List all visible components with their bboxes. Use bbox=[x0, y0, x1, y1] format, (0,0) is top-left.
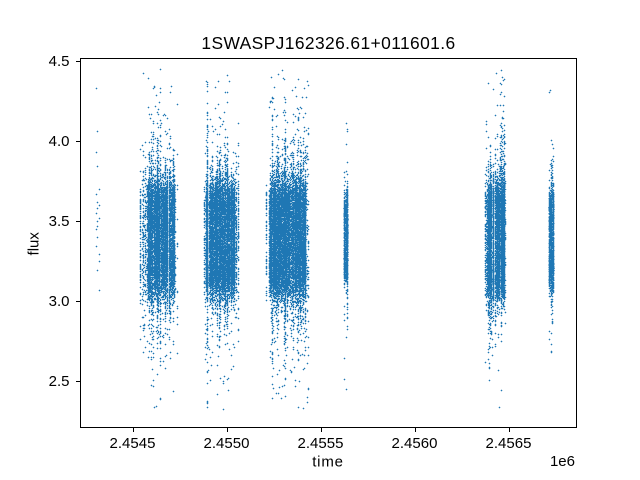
svg-text:2.4545: 2.4545 bbox=[110, 435, 156, 452]
svg-text:2.4565: 2.4565 bbox=[486, 435, 532, 452]
svg-text:4.5: 4.5 bbox=[49, 53, 70, 70]
svg-text:1SWASPJ162326.61+011601.6: 1SWASPJ162326.61+011601.6 bbox=[201, 33, 455, 53]
svg-text:3.0: 3.0 bbox=[49, 293, 70, 310]
svg-text:3.5: 3.5 bbox=[49, 213, 70, 230]
svg-text:2.4550: 2.4550 bbox=[204, 435, 250, 452]
svg-text:1e6: 1e6 bbox=[550, 453, 575, 470]
svg-text:flux: flux bbox=[26, 232, 43, 256]
svg-text:4.0: 4.0 bbox=[49, 133, 70, 150]
svg-text:time: time bbox=[312, 453, 344, 470]
svg-text:2.4560: 2.4560 bbox=[392, 435, 438, 452]
svg-text:2.5: 2.5 bbox=[49, 373, 70, 390]
svg-text:2.4555: 2.4555 bbox=[298, 435, 344, 452]
